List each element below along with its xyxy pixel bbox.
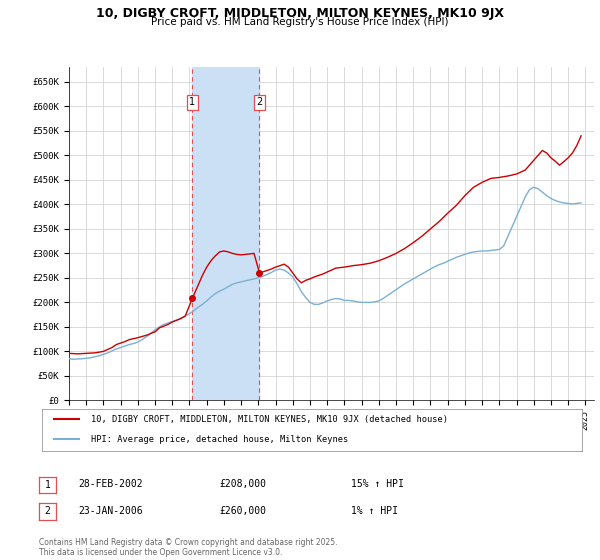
Text: Contains HM Land Registry data © Crown copyright and database right 2025.
This d: Contains HM Land Registry data © Crown c… [39,538,337,557]
Text: 1% ↑ HPI: 1% ↑ HPI [351,506,398,516]
Text: 2: 2 [44,506,50,516]
Text: 1: 1 [189,97,196,107]
Text: Price paid vs. HM Land Registry's House Price Index (HPI): Price paid vs. HM Land Registry's House … [151,17,449,27]
Text: £260,000: £260,000 [219,506,266,516]
Text: 10, DIGBY CROFT, MIDDLETON, MILTON KEYNES, MK10 9JX (detached house): 10, DIGBY CROFT, MIDDLETON, MILTON KEYNE… [91,415,448,424]
Bar [192,67,259,400]
Text: 1: 1 [44,480,50,490]
Text: 28-FEB-2002: 28-FEB-2002 [78,479,143,489]
Text: 15% ↑ HPI: 15% ↑ HPI [351,479,404,489]
Text: £208,000: £208,000 [219,479,266,489]
Text: HPI: Average price, detached house, Milton Keynes: HPI: Average price, detached house, Milt… [91,435,348,444]
Text: 10, DIGBY CROFT, MIDDLETON, MILTON KEYNES, MK10 9JX: 10, DIGBY CROFT, MIDDLETON, MILTON KEYNE… [96,7,504,20]
Text: 23-JAN-2006: 23-JAN-2006 [78,506,143,516]
Text: 2: 2 [256,97,263,107]
